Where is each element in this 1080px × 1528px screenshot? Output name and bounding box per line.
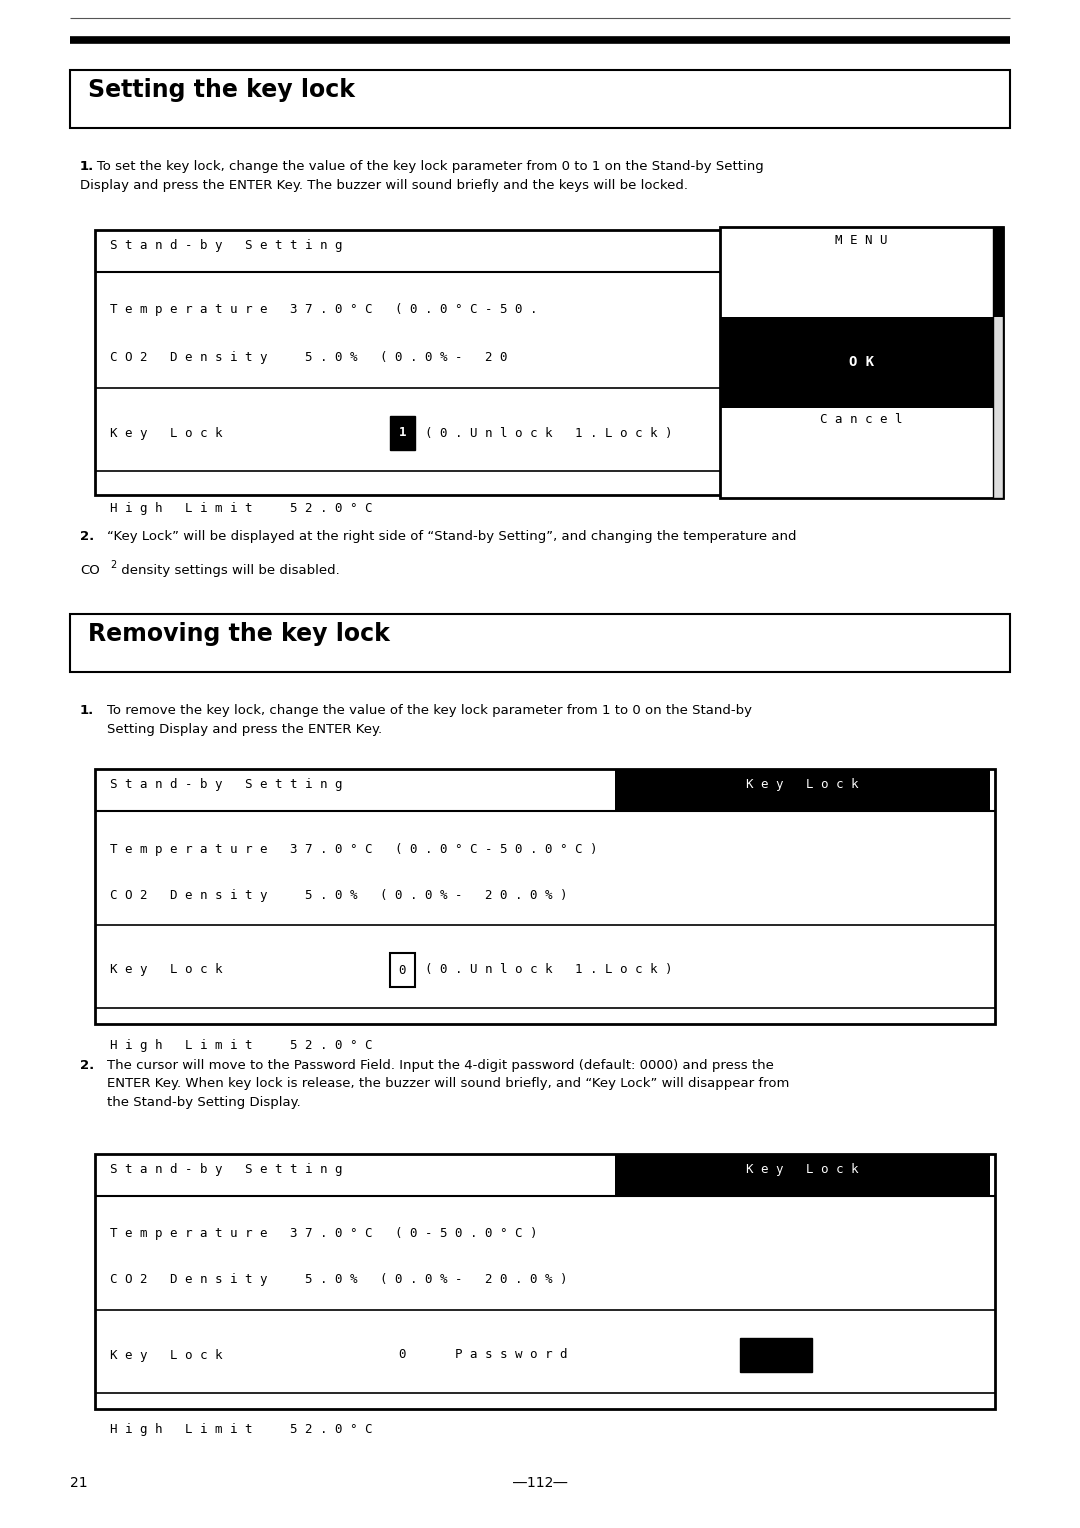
Text: C O 2   D e n s i t y     5 . 0 %   ( 0 . 0 % -   2 0 . 0 % ): C O 2 D e n s i t y 5 . 0 % ( 0 . 0 % - … xyxy=(110,888,567,902)
Bar xyxy=(390,953,415,987)
Text: 2: 2 xyxy=(110,559,117,570)
Text: 0: 0 xyxy=(399,1349,405,1361)
Text: T e m p e r a t u r e   3 7 . 0 ° C   ( 0 . 0 ° C - 5 0 .: T e m p e r a t u r e 3 7 . 0 ° C ( 0 . … xyxy=(110,304,538,316)
Text: CO: CO xyxy=(80,564,99,578)
Text: C a n c e l: C a n c e l xyxy=(820,413,903,426)
Text: 1: 1 xyxy=(399,426,406,440)
Bar xyxy=(615,769,990,811)
Text: H i g h   L i m i t     5 2 . 0 ° C: H i g h L i m i t 5 2 . 0 ° C xyxy=(110,1039,373,1051)
Text: 1. To set the key lock, change the value of the key lock parameter from 0 to 1 o: 1. To set the key lock, change the value… xyxy=(80,160,764,191)
Text: H i g h   L i m i t     5 2 . 0 ° C: H i g h L i m i t 5 2 . 0 ° C xyxy=(110,1424,373,1436)
Text: ( 0 . U n l o c k   1 . L o c k ): ( 0 . U n l o c k 1 . L o c k ) xyxy=(426,964,673,976)
Text: 1.: 1. xyxy=(80,160,94,173)
Text: T e m p e r a t u r e   3 7 . 0 ° C   ( 0 . 0 ° C - 5 0 . 0 ° C ): T e m p e r a t u r e 3 7 . 0 ° C ( 0 . … xyxy=(110,842,597,856)
Bar xyxy=(95,1154,995,1409)
Bar xyxy=(95,769,995,1024)
Text: K e y   L o c k: K e y L o c k xyxy=(110,1349,222,1361)
Text: 21: 21 xyxy=(70,1476,87,1490)
Bar xyxy=(993,228,1003,498)
Text: T e m p e r a t u r e   3 7 . 0 ° C   ( 0 - 5 0 . 0 ° C ): T e m p e r a t u r e 3 7 . 0 ° C ( 0 - … xyxy=(110,1227,538,1241)
Bar xyxy=(720,228,1003,498)
Bar xyxy=(95,231,995,495)
Bar xyxy=(70,70,1010,128)
Text: C O 2   D e n s i t y     5 . 0 %   ( 0 . 0 % -   2 0 . 0 % ): C O 2 D e n s i t y 5 . 0 % ( 0 . 0 % - … xyxy=(110,1273,567,1287)
Text: K e y   L o c k: K e y L o c k xyxy=(110,426,222,440)
Text: 2.: 2. xyxy=(80,530,94,542)
Text: ―112―: ―112― xyxy=(513,1476,567,1490)
Text: H i g h   L i m i t     5 2 . 0 ° C: H i g h L i m i t 5 2 . 0 ° C xyxy=(110,501,373,515)
Bar xyxy=(720,318,1003,408)
Bar xyxy=(390,416,415,451)
Text: 0: 0 xyxy=(399,964,406,976)
Text: S t a n d - b y   S e t t i n g: S t a n d - b y S e t t i n g xyxy=(110,1163,342,1177)
Text: O K: O K xyxy=(849,356,874,370)
Text: To remove the key lock, change the value of the key lock parameter from 1 to 0 o: To remove the key lock, change the value… xyxy=(107,704,752,735)
Text: K e y   L o c k: K e y L o c k xyxy=(110,964,222,976)
Bar xyxy=(740,1339,812,1372)
Bar xyxy=(615,1154,990,1196)
Text: S t a n d - b y   S e t t i n g: S t a n d - b y S e t t i n g xyxy=(110,238,342,252)
Text: Setting the key lock: Setting the key lock xyxy=(87,78,355,102)
Text: S t a n d - b y   S e t t i n g: S t a n d - b y S e t t i n g xyxy=(110,778,342,792)
Bar xyxy=(993,228,1003,318)
Text: 1.: 1. xyxy=(80,704,94,717)
Text: C O 2   D e n s i t y     5 . 0 %   ( 0 . 0 % -   2 0: C O 2 D e n s i t y 5 . 0 % ( 0 . 0 % - … xyxy=(110,351,508,365)
Text: “Key Lock” will be displayed at the right side of “Stand-by Setting”, and changi: “Key Lock” will be displayed at the righ… xyxy=(107,530,797,542)
Text: K e y   L o c k: K e y L o c k xyxy=(746,1163,859,1177)
Text: density settings will be disabled.: density settings will be disabled. xyxy=(117,564,340,578)
Text: The cursor will move to the Password Field. Input the 4-digit password (default:: The cursor will move to the Password Fie… xyxy=(107,1059,789,1109)
Text: ( 0 . U n l o c k   1 . L o c k ): ( 0 . U n l o c k 1 . L o c k ) xyxy=(426,426,673,440)
Text: P a s s w o r d: P a s s w o r d xyxy=(455,1349,567,1361)
Text: K e y   L o c k: K e y L o c k xyxy=(746,778,859,792)
Text: Removing the key lock: Removing the key lock xyxy=(87,622,390,646)
Text: 2.: 2. xyxy=(80,1059,94,1073)
Bar xyxy=(70,614,1010,672)
Text: M E N U: M E N U xyxy=(835,234,888,248)
